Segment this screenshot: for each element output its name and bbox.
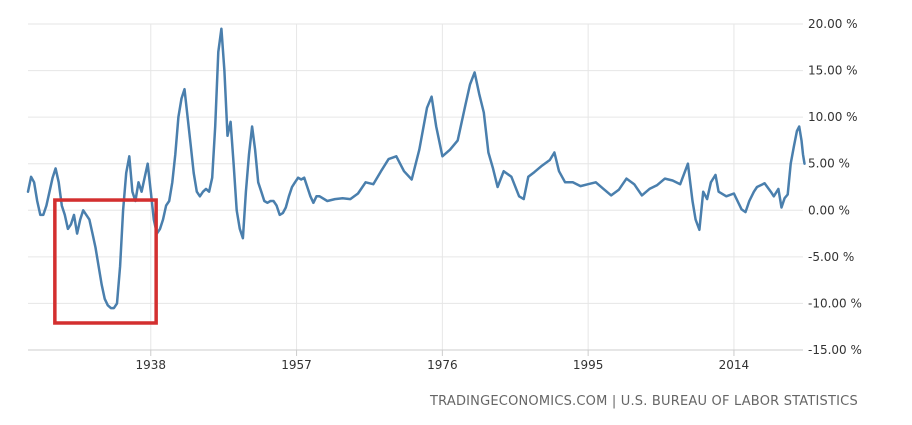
annotation-group — [53, 198, 158, 325]
inflation-series-line — [26, 27, 806, 310]
y-tick-label: 5.00 % — [808, 157, 850, 171]
x-tick-label: 1938 — [135, 358, 166, 372]
y-tick-label: 15.00 % — [808, 64, 858, 78]
y-tick-label: -10.00 % — [808, 296, 862, 310]
x-tick-label: 2014 — [719, 358, 750, 372]
source-attribution: TRADINGECONOMICS.COM | U.S. BUREAU OF LA… — [430, 394, 858, 409]
highlight-rectangle — [53, 198, 158, 325]
y-tick-label: -5.00 % — [808, 250, 854, 264]
series-group — [26, 27, 806, 310]
x-tick-label: 1957 — [281, 358, 312, 372]
x-tick-labels: 1938 1957 1976 1995 2014 — [135, 358, 749, 372]
x-tick-label: 1976 — [427, 358, 458, 372]
y-tick-label: 10.00 % — [808, 110, 858, 124]
grid — [28, 23, 803, 356]
y-tick-label: 0.00 % — [808, 203, 850, 217]
x-tick-label: 1995 — [573, 358, 604, 372]
y-tick-labels: 20.00 % 15.00 % 10.00 % 5.00 % 0.00 % -5.00 %… — [808, 17, 862, 357]
y-tick-label: -15.00 % — [808, 343, 862, 357]
y-tick-label: 20.00 % — [808, 17, 858, 31]
